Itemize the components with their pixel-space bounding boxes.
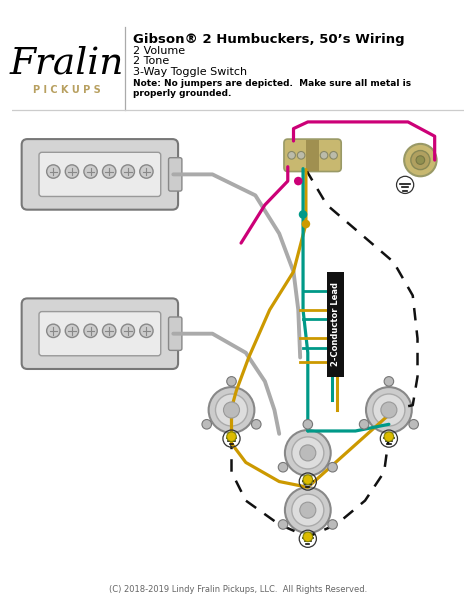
Circle shape — [216, 394, 247, 426]
Circle shape — [411, 151, 430, 170]
Circle shape — [303, 475, 312, 484]
Circle shape — [294, 177, 302, 185]
FancyBboxPatch shape — [169, 317, 182, 351]
Circle shape — [328, 462, 337, 472]
Bar — [306, 140, 319, 170]
Circle shape — [65, 324, 79, 338]
Circle shape — [140, 324, 153, 338]
Circle shape — [278, 520, 288, 529]
FancyBboxPatch shape — [39, 311, 161, 356]
Circle shape — [140, 165, 153, 178]
Circle shape — [46, 165, 60, 178]
Circle shape — [278, 462, 288, 472]
Circle shape — [292, 494, 324, 526]
Bar — [327, 272, 344, 376]
Circle shape — [102, 165, 116, 178]
Circle shape — [384, 376, 394, 386]
Circle shape — [384, 432, 394, 441]
Circle shape — [320, 151, 328, 159]
Circle shape — [202, 419, 211, 429]
Circle shape — [65, 165, 79, 178]
Circle shape — [366, 387, 412, 433]
Circle shape — [84, 324, 97, 338]
Circle shape — [227, 432, 236, 441]
Text: 2 Volume: 2 Volume — [133, 45, 185, 56]
Circle shape — [303, 419, 312, 429]
Circle shape — [381, 402, 397, 418]
Circle shape — [300, 445, 316, 461]
Text: 3-Way Toggle Switch: 3-Way Toggle Switch — [133, 67, 247, 77]
Text: 2 Tone: 2 Tone — [133, 56, 170, 66]
Circle shape — [252, 419, 261, 429]
Circle shape — [288, 151, 295, 159]
Circle shape — [330, 151, 337, 159]
Circle shape — [303, 532, 312, 542]
Text: Fralin: Fralin — [9, 46, 124, 82]
Text: 2-Conductor Lead: 2-Conductor Lead — [331, 282, 340, 366]
Circle shape — [409, 419, 419, 429]
Circle shape — [209, 387, 255, 433]
Circle shape — [121, 324, 135, 338]
Circle shape — [299, 210, 307, 219]
Circle shape — [102, 324, 116, 338]
FancyBboxPatch shape — [284, 139, 341, 172]
Circle shape — [301, 219, 310, 228]
Circle shape — [84, 165, 97, 178]
Circle shape — [373, 394, 405, 426]
Text: (C) 2018-2019 Lindy Fralin Pickups, LLC.  All Rights Reserved.: (C) 2018-2019 Lindy Fralin Pickups, LLC.… — [109, 585, 367, 594]
Circle shape — [285, 487, 331, 533]
Circle shape — [359, 419, 369, 429]
Circle shape — [303, 477, 312, 486]
Circle shape — [46, 324, 60, 338]
Circle shape — [285, 430, 331, 476]
FancyBboxPatch shape — [39, 152, 161, 197]
Text: Note: No jumpers are depicted.  Make sure all metal is
properly grounded.: Note: No jumpers are depicted. Make sure… — [133, 79, 411, 99]
FancyBboxPatch shape — [22, 299, 178, 369]
FancyBboxPatch shape — [22, 139, 178, 210]
Text: P I C K U P S: P I C K U P S — [33, 85, 100, 96]
Circle shape — [300, 502, 316, 518]
Text: Gibson® 2 Humbuckers, 50’s Wiring: Gibson® 2 Humbuckers, 50’s Wiring — [133, 33, 405, 46]
Circle shape — [297, 151, 305, 159]
FancyBboxPatch shape — [169, 158, 182, 191]
Circle shape — [292, 437, 324, 469]
Circle shape — [328, 520, 337, 529]
Circle shape — [404, 144, 437, 177]
Circle shape — [227, 376, 236, 386]
Circle shape — [416, 156, 425, 164]
Circle shape — [121, 165, 135, 178]
Circle shape — [224, 402, 239, 418]
